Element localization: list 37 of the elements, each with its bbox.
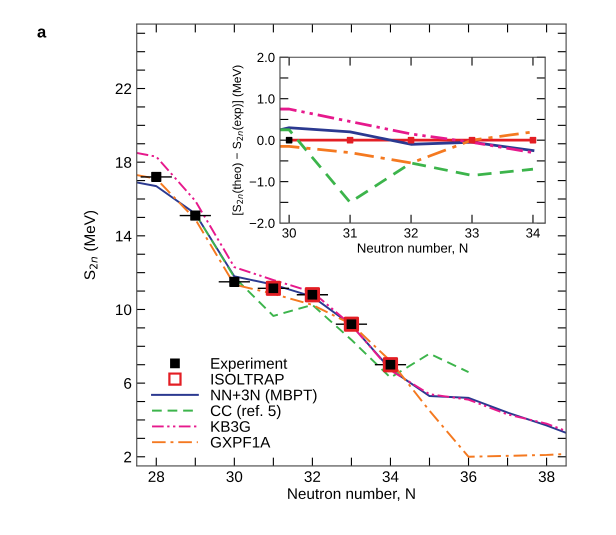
y-tick-label: 18: [116, 157, 132, 168]
y-tick-label: 22: [116, 83, 132, 94]
y-tick-label: 10: [116, 304, 132, 316]
x-axis-title: Neutron number, N: [358, 243, 468, 254]
point: [229, 276, 240, 287]
legend-label: GXPF1A: [210, 436, 270, 448]
x-axis-title: Neutron number, N: [288, 488, 415, 501]
point: [190, 210, 200, 221]
y-tick-label: 6: [124, 378, 132, 389]
x-tick-label: 36: [460, 471, 476, 482]
x-tick-label: 38: [538, 471, 554, 482]
x-tick-label: 34: [382, 471, 399, 482]
line-series: [280, 128, 534, 204]
x-tick-label: 30: [226, 471, 242, 482]
x-tick-label: 28: [148, 471, 164, 482]
y-axis-title: S$_{2n}$ (MeV): [84, 210, 98, 280]
legend-label: ISOLTRAP: [211, 374, 284, 385]
y-tick-label: 2: [124, 452, 132, 462]
y-tick-label: 0.0: [257, 136, 275, 146]
legend-label: CC (ref. 5): [210, 404, 280, 420]
legend-label: Experiment: [211, 358, 288, 372]
chart-title: a: [37, 28, 46, 38]
legend-label: KB3G: [211, 421, 250, 432]
x-tick-label: 30: [282, 228, 296, 238]
y-axis-title: [S$_{2n}$(theo) − S$_{2n}$(exp)] (MeV): [232, 66, 244, 215]
y-tick-label: 1.0: [258, 94, 275, 104]
y-tick-label: 14: [116, 230, 132, 242]
y-tick-label: 2.0: [257, 52, 275, 62]
x-tick-label: 31: [343, 228, 357, 238]
y-tick-label: −1.0: [250, 177, 275, 187]
point: [151, 172, 162, 182]
legend-label: NN+3N (MBPT): [211, 389, 317, 404]
y-tick-label: −2.0: [250, 218, 275, 228]
x-tick-label: 32: [304, 471, 320, 482]
x-tick-label: 32: [404, 228, 418, 238]
x-tick-label: 34: [526, 228, 540, 238]
x-tick-label: 33: [465, 228, 479, 238]
